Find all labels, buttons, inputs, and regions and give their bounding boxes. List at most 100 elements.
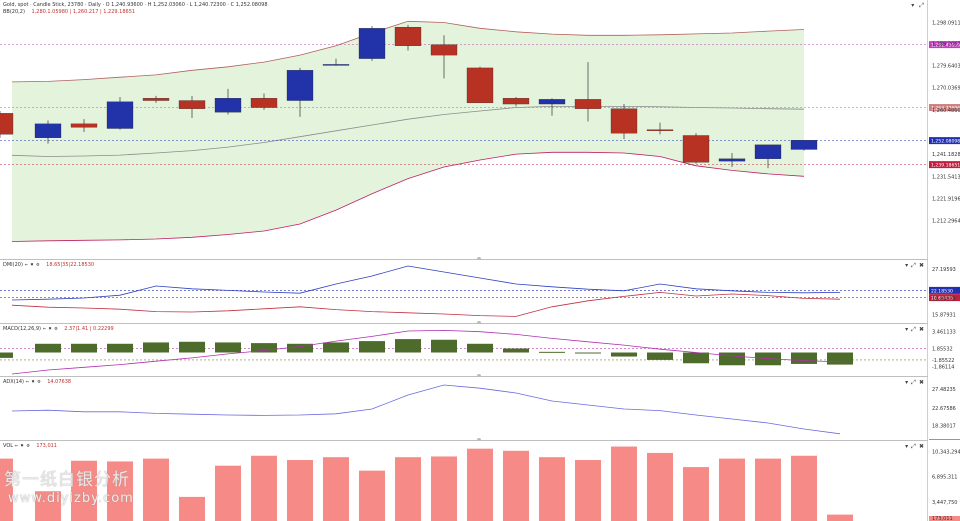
candle-body (214, 98, 242, 113)
macd-histogram-bar (575, 352, 601, 354)
macd-histogram-bar (251, 343, 277, 353)
macd-tick-label: 1.85532 (932, 347, 953, 353)
price-price-marker-label: 1,291.40099 (931, 43, 960, 49)
vol-pane: 10,343,294 6,895,311 3,447,750 173,011 VOL … (0, 441, 960, 521)
macd-values: 2.37|1.41 | 0.22299 (64, 326, 114, 332)
candle-body (538, 99, 566, 105)
candle-body (142, 98, 170, 101)
watermark-url: www.diyizby.com (8, 491, 134, 506)
expand-icon[interactable]: ⤢ (911, 379, 916, 386)
macd-histogram-bar (0, 352, 13, 358)
dmi-minus-line (11, 291, 841, 317)
bb-middle-line (11, 106, 805, 157)
pane-separator[interactable] (0, 259, 928, 260)
expand-icon[interactable]: ⤢ (911, 326, 916, 333)
close-icon[interactable]: ✖ (918, 326, 924, 333)
vol-chart: 10,343,294 6,895,311 3,447,750 173,011 (0, 446, 960, 521)
settings-icon[interactable]: ⇔ ✖ ⚙ (14, 443, 30, 449)
pane-separator[interactable] (0, 323, 928, 324)
macd-controls: ▾ ⤢ ✖ (902, 326, 924, 333)
vol-plot: 10,343,294 6,895,311 3,447,750 173,011 (0, 441, 960, 521)
volume-bar (719, 458, 745, 521)
macd-histogram-bar (467, 343, 493, 353)
volume-bar (179, 496, 205, 521)
close-icon[interactable]: ✖ (918, 262, 924, 269)
dmi-price-marker (929, 286, 960, 294)
macd-tick-label: 3.461133 (932, 330, 956, 336)
candle-body (790, 140, 818, 150)
dmi-tick-label: 19.88073 (932, 296, 956, 302)
vol-tick-label: 3,447,750 (932, 500, 957, 506)
drag-handle-icon[interactable] (477, 321, 481, 325)
pane-down-icon[interactable]: ▾ (905, 326, 909, 333)
macd-pane: 3.461133 1.85532 -1.85522 -1.86114 MACD(12,… (0, 324, 960, 376)
expand-icon[interactable]: ⤢ (911, 443, 916, 450)
vol-tick-label: 6,895,311 (932, 474, 957, 480)
expand-icon[interactable]: ⤢ (911, 262, 916, 269)
close-icon[interactable]: ✖ (918, 443, 924, 450)
volume-bar (647, 452, 673, 521)
price-tick-label: 1,260.48606 (932, 108, 960, 114)
price-tick-label: 1,221.91964 (932, 196, 960, 202)
drag-handle-icon[interactable] (477, 257, 481, 261)
macd-histogram-bar (647, 352, 673, 360)
volume-bar (287, 460, 313, 521)
macd-header: MACD(12,26,9) ⇔ ✖ ⚙ 2.37|1.41 | 0.22299 (3, 326, 114, 333)
macd-histogram-bar (287, 343, 313, 353)
dmi-pane: 22.18530 18.65435 27.19593 19.88073 15.87931… (0, 260, 960, 323)
bb-values: 1,280.1.05980 | 1,260.217 | 1,229.18651 (31, 9, 136, 15)
drag-handle-icon[interactable] (477, 374, 481, 378)
pane-down-icon[interactable]: ▾ (905, 379, 909, 386)
pane-separator[interactable] (0, 376, 928, 377)
adx-controls: ▾ ⤢ ✖ (902, 379, 924, 386)
volume-bar (683, 467, 709, 521)
price-tick-label: 1,212.29642 (932, 219, 960, 225)
macd-chart: 3.461133 1.85532 -1.85522-1.86114 (0, 330, 956, 375)
pane-down-icon[interactable]: ▾ (911, 2, 915, 9)
adx-tick-label: 22.67586 (932, 406, 956, 412)
candle-body (34, 123, 62, 138)
pane-down-icon[interactable]: ▾ (905, 443, 909, 450)
macd-histogram-bar (71, 343, 97, 353)
close-icon[interactable]: ✖ (918, 379, 924, 386)
candle-body (718, 158, 746, 162)
macd-histogram-bar (791, 352, 817, 364)
price-tick-label: 1,270.03692 (932, 86, 960, 92)
dmi-tick-label: 27.19593 (932, 267, 956, 273)
settings-icon[interactable]: ⇔ ✖ ⚙ (42, 326, 58, 332)
adx-header: ADX(14) ⇔ ✖ ⚙ 14.07638 (3, 379, 71, 386)
price-price-marker-label: 1,252.08098 (931, 139, 960, 145)
pane-down-icon[interactable]: ▾ (905, 262, 909, 269)
dmi-price-marker-label: 22.18530 (931, 288, 953, 294)
candle-body (322, 64, 350, 66)
candle-body (502, 98, 530, 105)
candle-body (754, 144, 782, 159)
watermark-title: 第一纸白银分析 (4, 470, 130, 490)
drag-handle-icon[interactable] (477, 438, 481, 442)
vol-values: 173,011 (36, 443, 57, 449)
adx-tick-label: 27.48235 (932, 387, 956, 393)
expand-icon[interactable]: ⤢ (919, 2, 924, 9)
pane-separator[interactable] (0, 440, 928, 441)
dmi-values: 18.65|35|22.18530 (46, 262, 95, 268)
macd-plot: 3.461133 1.85532 -1.85522 -1.86114 (0, 324, 956, 376)
price-tick-label: 1,279.64033 (932, 64, 960, 70)
bollinger-band-fill (12, 21, 804, 242)
price-header: Gold, spot · Candle Stick, 23780 · Daily… (3, 2, 268, 16)
candle-body (106, 101, 134, 129)
candle-body (250, 98, 278, 108)
macd-histogram-bar (35, 343, 61, 353)
volume-bar (395, 457, 421, 521)
adx-tick-label: 18.38017 (932, 423, 956, 429)
dmi-chart: 22.18530 18.65435 27.19593 19.88073 15.87931 (0, 265, 960, 318)
settings-icon[interactable]: ⇔ ✖ ⚙ (25, 379, 41, 385)
macd-histogram-bar (143, 342, 169, 353)
volume-bar (611, 446, 637, 521)
macd-tick-label: -1.85522 (932, 358, 954, 364)
adx-price-marker (929, 439, 960, 440)
adx-plot: 27.48235 22.67586 18.38017 14.07638 (0, 377, 960, 440)
price-chart: 1,291.40099 1,264.77696 1,252.08098 1,239.1… (0, 21, 960, 242)
macd-histogram-bar (215, 342, 241, 353)
settings-icon[interactable]: ⇔ ✖ ⚙ (24, 262, 40, 268)
